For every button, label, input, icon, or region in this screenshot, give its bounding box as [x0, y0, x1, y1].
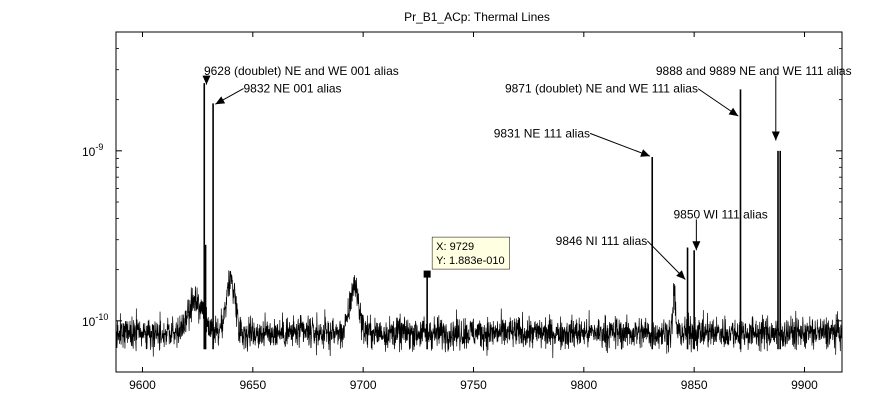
y-tick-label: 10-10: [82, 312, 108, 329]
annotation-arrow-4: [589, 132, 651, 157]
plot-area: [115, 31, 843, 373]
chart-title: Pr_B1_ACp: Thermal Lines: [404, 10, 550, 24]
annotation-arrowhead-6: [676, 270, 686, 280]
y-axis-ticks: 10-10 10-9: [82, 31, 842, 329]
annotation-arrowhead-3: [771, 131, 780, 141]
x-tick-label: 9900: [791, 378, 818, 392]
spectral-lines-layer: [203, 83, 782, 350]
annotation-label-4: 9831 NE 111 alias: [494, 126, 590, 140]
annotation-label-6: 9846 NI 111 alias: [556, 234, 648, 248]
spectrum-series: [115, 270, 843, 359]
x-tick-label: 9650: [239, 378, 266, 392]
data-tip[interactable]: X: 9729 Y: 1.883e-010: [423, 236, 510, 278]
annotation-label-3: 9888 and 9889 NE and WE 111 alias: [656, 64, 852, 78]
x-tick-label: 9700: [350, 378, 377, 392]
y-tick-label: 10-9: [82, 142, 103, 159]
annotation-label-5: 9850 WI 111 alias: [673, 207, 767, 221]
annotation-arrowhead-0: [202, 75, 211, 85]
annotation-arrowhead-4: [640, 149, 651, 157]
annotation-arrowhead-1: [215, 96, 226, 105]
annotation-arrowhead-5: [692, 241, 701, 251]
x-axis-ticks: 9600 9650 9700 9750 9800 9850 9900: [129, 32, 818, 392]
data-tip-box: [431, 236, 510, 270]
annotation-label-2: 9871 (doublet) NE and WE 111 alias: [505, 82, 698, 96]
data-tip-y: Y: 1.883e-010: [436, 255, 505, 267]
annotation-arrow-6: [646, 240, 686, 280]
annotation-label-1: 9832 NE 001 alias: [243, 82, 341, 96]
annotation-label-0: 9628 (doublet) NE and WE 001 alias: [204, 64, 399, 78]
data-tip-x: X: 9729: [436, 241, 474, 253]
x-tick-label: 9800: [570, 378, 597, 392]
annotation-arrowhead-2: [728, 107, 739, 117]
data-tip-marker[interactable]: [423, 270, 431, 278]
x-tick-label: 9850: [681, 378, 708, 392]
x-tick-label: 9750: [460, 378, 487, 392]
x-tick-label: 9600: [129, 378, 156, 392]
spectrum-layer: [115, 270, 843, 359]
annotations: 9628 (doublet) NE and WE 001 alias 9832 N…: [202, 64, 852, 280]
axes-background: [116, 32, 842, 372]
